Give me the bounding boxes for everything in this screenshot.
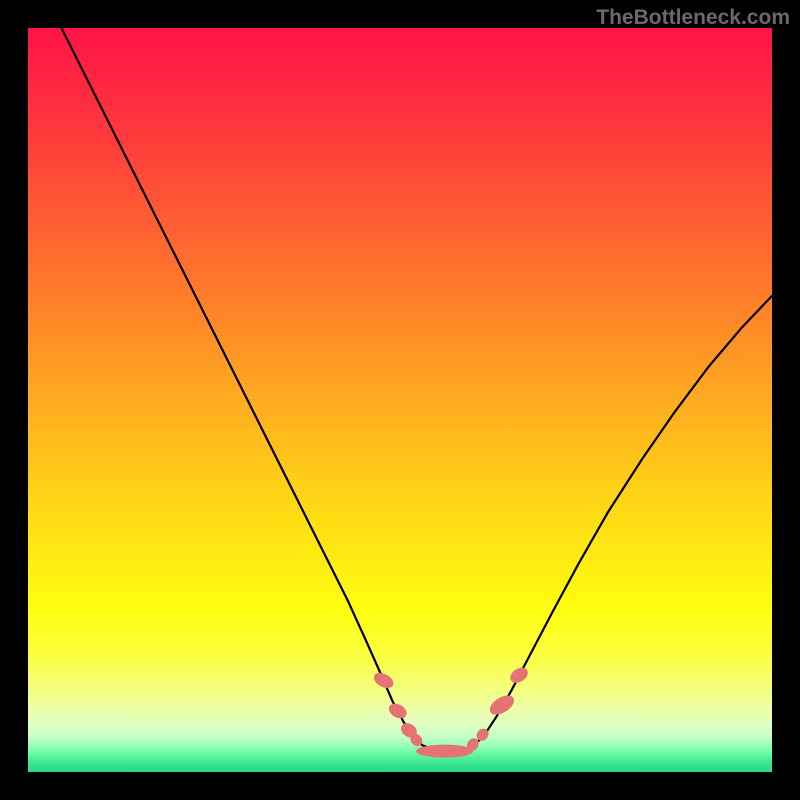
marker-pill (487, 692, 516, 718)
plot-area (28, 28, 772, 772)
marker-pill (372, 670, 395, 690)
watermark-text: TheBottleneck.com (596, 6, 790, 30)
curve-line (61, 28, 772, 752)
curve-markers (372, 665, 530, 757)
marker-pill (508, 665, 530, 685)
stage: TheBottleneck.com (0, 0, 800, 800)
marker-pill (417, 745, 473, 757)
bottleneck-curve (28, 28, 772, 772)
marker-pill (387, 701, 409, 720)
